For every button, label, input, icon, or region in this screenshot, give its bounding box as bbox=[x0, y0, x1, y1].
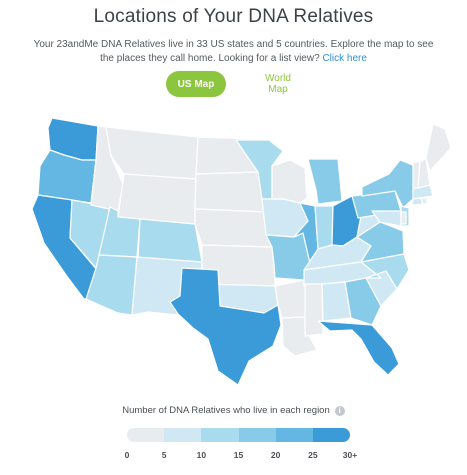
state-me[interactable] bbox=[425, 123, 452, 172]
page-title: Locations of Your DNA Relatives bbox=[93, 6, 374, 27]
state-sd[interactable] bbox=[194, 171, 267, 213]
map-toggle: US Map World Map bbox=[0, 71, 467, 99]
state-de[interactable] bbox=[400, 211, 407, 225]
legend-swatch-5 bbox=[312, 428, 351, 442]
legend-tick-label: 20 bbox=[270, 450, 281, 460]
us-map bbox=[31, 117, 452, 386]
legend-tick-label: 30+ bbox=[342, 450, 358, 460]
legend-tick-label: 15 bbox=[233, 450, 244, 460]
state-co[interactable] bbox=[137, 218, 203, 263]
list-view-link[interactable]: Click here bbox=[322, 53, 367, 64]
state-nc[interactable] bbox=[360, 253, 410, 290]
intro-description: Your 23andMe DNA Relatives live in 33 US… bbox=[33, 39, 434, 64]
state-wy[interactable] bbox=[117, 173, 197, 225]
state-md[interactable] bbox=[371, 210, 402, 227]
info-icon[interactable]: i bbox=[334, 406, 345, 416]
state-mi[interactable] bbox=[307, 158, 343, 205]
legend-title-text: Number of DNA Relatives who live in each… bbox=[122, 405, 330, 416]
legend-swatch-1 bbox=[164, 428, 202, 442]
legend-swatch-3 bbox=[238, 428, 276, 442]
legend-tick-label: 10 bbox=[196, 450, 207, 460]
state-nh[interactable] bbox=[417, 157, 431, 189]
state-wi[interactable] bbox=[271, 159, 308, 204]
legend-tick-label: 0 bbox=[124, 450, 130, 460]
state-ne[interactable] bbox=[194, 208, 273, 248]
state-in[interactable] bbox=[314, 205, 334, 250]
state-ar[interactable] bbox=[274, 279, 309, 319]
state-mt[interactable] bbox=[105, 126, 199, 180]
legend-swatch-0 bbox=[127, 428, 165, 442]
state-ri[interactable] bbox=[420, 197, 428, 205]
legend-swatch-4 bbox=[275, 428, 313, 442]
intro-text: Your 23andMe DNA Relatives live in 33 US… bbox=[26, 38, 441, 66]
legend-tick-labels: 0 5 10 15 20 25 30+ bbox=[124, 450, 358, 462]
state-fl[interactable] bbox=[317, 320, 400, 376]
legend-tick-label: 25 bbox=[308, 450, 318, 460]
world-map-button[interactable]: World Map bbox=[248, 71, 308, 97]
legend-color-scale bbox=[127, 428, 351, 442]
legend-title: Number of DNA Relatives who live in each… bbox=[0, 405, 467, 416]
state-tx[interactable] bbox=[169, 267, 282, 386]
us-map-button[interactable]: US Map bbox=[166, 71, 226, 97]
legend-tick-label: 5 bbox=[161, 450, 167, 460]
legend-swatch-2 bbox=[201, 428, 239, 442]
state-ms[interactable] bbox=[304, 283, 324, 337]
